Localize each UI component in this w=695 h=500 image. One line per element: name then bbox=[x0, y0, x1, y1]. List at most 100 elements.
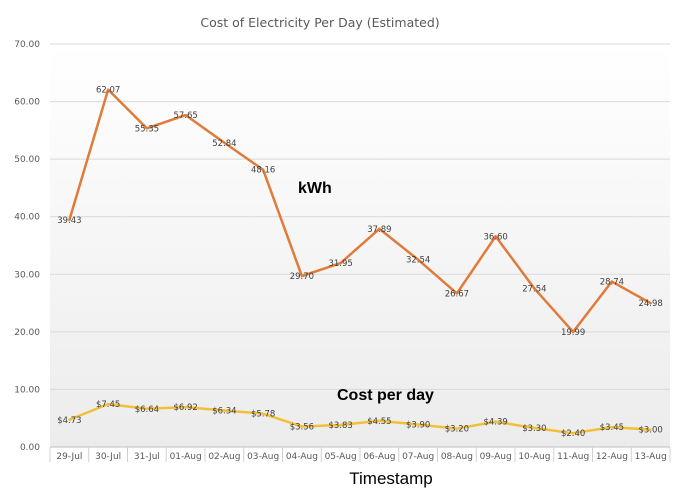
data-point bbox=[455, 427, 459, 430]
x-tick-label: 07-Aug bbox=[402, 452, 434, 462]
data-point bbox=[145, 127, 149, 130]
data-point bbox=[533, 426, 536, 430]
data-label: 62.07 bbox=[96, 86, 120, 96]
data-label: 52.84 bbox=[212, 139, 236, 149]
y-tick-label: 40.00 bbox=[14, 213, 40, 223]
x-tick-label: 09-Aug bbox=[480, 452, 512, 462]
y-tick-label: 30.00 bbox=[14, 270, 40, 280]
data-label: $4.73 bbox=[57, 416, 81, 426]
data-point bbox=[571, 330, 575, 334]
data-label: 57.65 bbox=[173, 111, 197, 121]
data-point bbox=[455, 292, 459, 295]
x-tick-label: 04-Aug bbox=[286, 452, 318, 462]
data-label: 32.54 bbox=[406, 256, 430, 266]
x-tick-label: 12-Aug bbox=[596, 452, 628, 462]
x-axis: 29-Jul 30-Jul 31-Jul 01-Aug 02-Aug 03-Aug 04-A… bbox=[49, 446, 671, 462]
data-point bbox=[416, 423, 420, 426]
data-label: 31.95 bbox=[328, 259, 352, 269]
series-kwh: 39.43 62.07 55.35 57.65 52.84 48.16 29.70 31.95… bbox=[57, 86, 663, 338]
data-label: $6.92 bbox=[173, 403, 197, 413]
x-tick-label: 11-Aug bbox=[557, 452, 589, 462]
data-point bbox=[494, 235, 497, 238]
data-point bbox=[610, 280, 614, 283]
data-point bbox=[339, 261, 342, 265]
series-label-kwh: kWh bbox=[298, 180, 332, 197]
data-label: 27.54 bbox=[522, 284, 546, 294]
data-label: $2.40 bbox=[561, 429, 585, 439]
data-label: $3.20 bbox=[445, 425, 469, 435]
data-point bbox=[649, 301, 652, 305]
chart-title: Cost of Electricity Per Day (Estimated) bbox=[200, 15, 439, 30]
series-label-cost: Cost per day bbox=[337, 387, 434, 404]
data-point bbox=[300, 425, 304, 428]
x-tick-label: 05-Aug bbox=[325, 452, 357, 462]
data-label: $3.90 bbox=[406, 421, 430, 431]
data-label: $4.39 bbox=[483, 418, 507, 428]
y-tick-label: 50.00 bbox=[14, 155, 40, 165]
data-point bbox=[261, 168, 265, 171]
data-point bbox=[223, 141, 226, 144]
data-label: 29.70 bbox=[290, 272, 314, 282]
data-label: $4.55 bbox=[367, 417, 391, 427]
data-point bbox=[378, 419, 381, 423]
x-tick-label: 01-Aug bbox=[170, 452, 202, 462]
data-label: $6.34 bbox=[212, 406, 236, 416]
y-tick-label: 0.00 bbox=[20, 443, 40, 453]
data-label: 48.16 bbox=[251, 166, 275, 176]
data-point bbox=[106, 88, 110, 91]
data-label: 37.89 bbox=[367, 225, 391, 235]
y-tick-label: 20.00 bbox=[14, 328, 40, 338]
data-point bbox=[145, 407, 149, 410]
data-point bbox=[223, 409, 226, 412]
data-label: 55.35 bbox=[135, 124, 159, 134]
data-label: 19.99 bbox=[561, 328, 585, 338]
data-label: 26.67 bbox=[445, 289, 469, 299]
data-point bbox=[300, 274, 304, 278]
series-line bbox=[68, 402, 651, 435]
data-label: 24.98 bbox=[638, 299, 662, 309]
data-point bbox=[184, 113, 187, 117]
data-point bbox=[339, 423, 342, 427]
series-line bbox=[68, 88, 652, 334]
data-point bbox=[378, 227, 381, 231]
series-cost: $4.73 $7.45 $6.64 $6.92 $6.34 $5.78 $3.56 $3.83… bbox=[57, 400, 663, 439]
x-tick-label: 06-Aug bbox=[363, 452, 395, 462]
x-axis-label: Timestamp bbox=[349, 469, 432, 488]
x-tick-label: 03-Aug bbox=[247, 452, 279, 462]
data-point bbox=[68, 218, 71, 222]
data-point bbox=[261, 412, 265, 415]
data-label: $5.78 bbox=[251, 410, 275, 420]
data-point bbox=[416, 258, 420, 261]
series-group: 39.43 62.07 55.35 57.65 52.84 48.16 29.70 31.95… bbox=[57, 86, 663, 440]
data-point bbox=[494, 420, 497, 423]
data-point bbox=[68, 418, 71, 421]
data-point bbox=[533, 287, 536, 290]
x-tick-label: 30-Jul bbox=[95, 452, 121, 462]
data-point bbox=[610, 425, 614, 429]
y-axis: 0.00 10.00 20.00 30.00 40.00 50.00 60.00 70.00 bbox=[14, 40, 40, 453]
data-label: $3.00 bbox=[638, 426, 662, 436]
data-label: 28.74 bbox=[600, 278, 624, 288]
x-tick-label: 29-Jul bbox=[56, 452, 82, 462]
data-point bbox=[184, 405, 187, 409]
data-label: $3.45 bbox=[600, 423, 624, 433]
data-label: $3.56 bbox=[290, 423, 314, 433]
x-tick-label: 08-Aug bbox=[441, 452, 473, 462]
data-label: 36.60 bbox=[483, 232, 507, 242]
data-point bbox=[649, 428, 652, 431]
data-point bbox=[106, 402, 110, 406]
data-label: $3.83 bbox=[328, 421, 352, 431]
data-point bbox=[571, 431, 575, 435]
y-tick-label: 70.00 bbox=[14, 40, 40, 50]
y-tick-label: 60.00 bbox=[14, 98, 40, 108]
x-tick-label: 02-Aug bbox=[208, 452, 240, 462]
y-tick-label: 10.00 bbox=[14, 385, 40, 395]
x-tick-label: 13-Aug bbox=[635, 452, 667, 462]
data-label: $7.45 bbox=[96, 400, 120, 410]
x-tick-label: 10-Aug bbox=[518, 452, 550, 462]
x-tick-label: 31-Jul bbox=[134, 452, 160, 462]
data-label: $6.64 bbox=[135, 405, 159, 415]
data-label: 39.43 bbox=[57, 216, 81, 226]
data-label: $3.30 bbox=[522, 424, 546, 434]
